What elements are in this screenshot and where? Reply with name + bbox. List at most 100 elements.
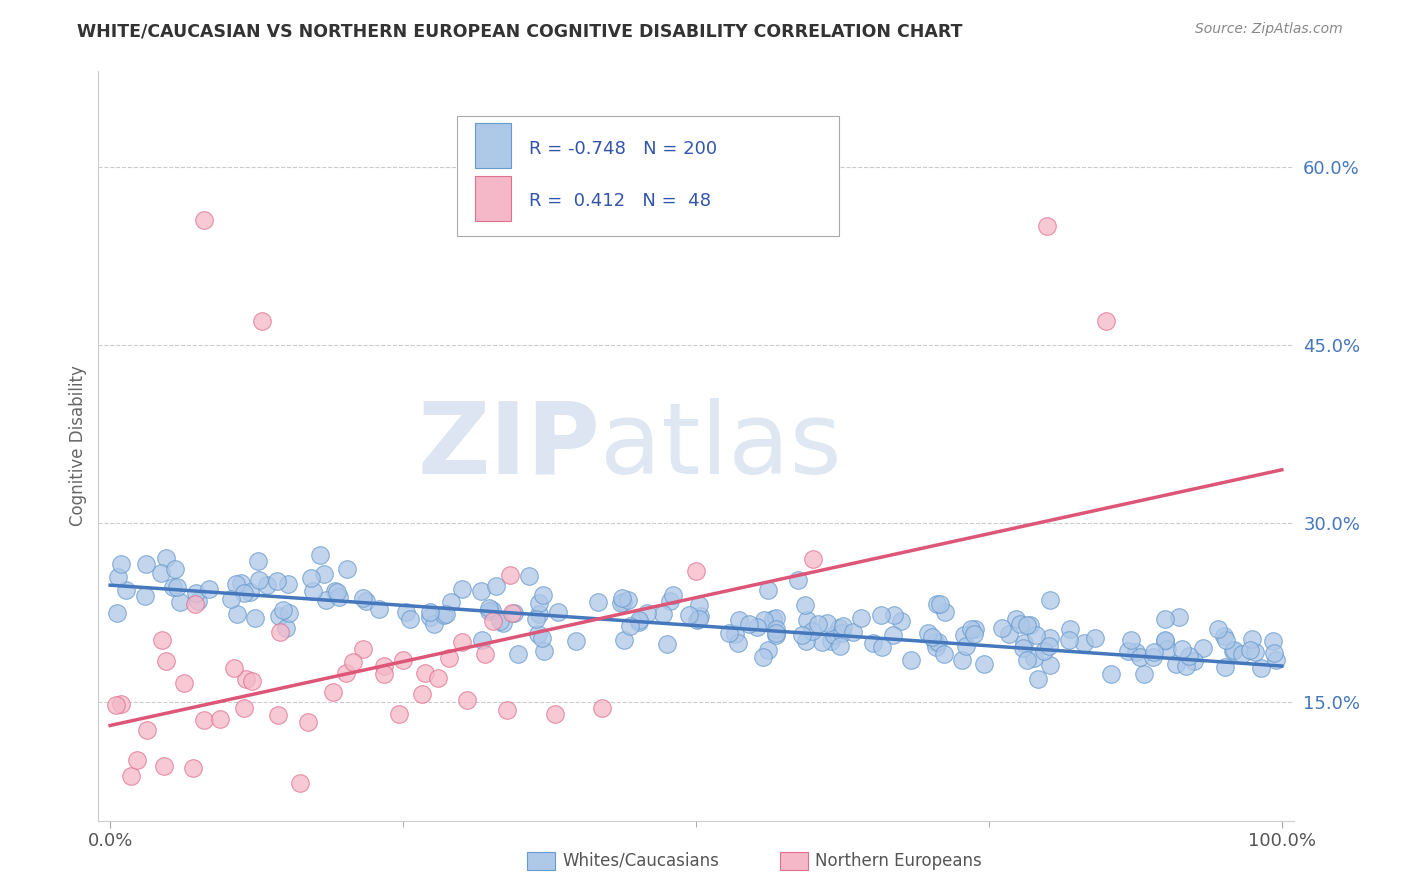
Point — [724, 627, 747, 641]
Point — [506, 647, 529, 661]
Point — [533, 644, 555, 658]
Point — [134, 589, 156, 603]
Point — [728, 613, 751, 627]
Point — [1012, 636, 1035, 650]
Point — [765, 622, 787, 636]
Point — [883, 608, 905, 623]
Point — [810, 634, 832, 648]
Point — [232, 586, 254, 600]
Point — [686, 614, 709, 628]
Point — [169, 594, 191, 608]
Point — [1036, 219, 1059, 233]
Point — [427, 671, 450, 685]
Point — [231, 576, 253, 591]
Point — [890, 614, 912, 628]
Point — [807, 616, 830, 631]
Point — [1264, 653, 1286, 667]
Point — [266, 574, 288, 588]
Point — [685, 564, 707, 578]
Point — [245, 611, 267, 625]
Point — [471, 633, 494, 648]
Point — [591, 700, 613, 714]
Point — [489, 614, 512, 628]
Point — [794, 598, 817, 612]
Point — [524, 612, 547, 626]
Point — [747, 619, 769, 633]
Point — [105, 698, 128, 713]
Point — [823, 628, 845, 642]
Point — [1240, 632, 1263, 646]
Point — [1215, 633, 1237, 648]
Point — [451, 582, 474, 596]
Point — [481, 603, 503, 617]
Point — [796, 613, 818, 627]
Point — [297, 714, 319, 729]
Point — [752, 613, 775, 627]
Point — [610, 591, 633, 605]
Point — [787, 574, 810, 588]
Point — [240, 674, 263, 689]
Point — [352, 642, 374, 657]
Point — [927, 634, 949, 648]
Point — [815, 616, 838, 631]
Point — [1177, 648, 1199, 663]
Point — [225, 577, 247, 591]
Point — [1206, 622, 1229, 636]
Point — [960, 622, 983, 636]
FancyBboxPatch shape — [475, 176, 510, 220]
Point — [299, 571, 322, 585]
Point — [973, 657, 995, 671]
Point — [801, 624, 824, 639]
Point — [820, 633, 842, 648]
Point — [322, 684, 344, 698]
Point — [315, 592, 337, 607]
Point — [689, 609, 711, 624]
Point — [688, 612, 710, 626]
Point — [1213, 629, 1236, 643]
Point — [612, 595, 634, 609]
Point — [531, 588, 554, 602]
Point — [832, 619, 855, 633]
Point — [1244, 645, 1267, 659]
Point — [184, 586, 207, 600]
Point — [636, 607, 658, 621]
Point — [1192, 641, 1215, 656]
Point — [501, 606, 523, 620]
Point — [252, 314, 274, 328]
Point — [765, 628, 787, 642]
Text: R =  0.412   N =  48: R = 0.412 N = 48 — [529, 193, 710, 211]
Point — [1025, 628, 1047, 642]
Point — [588, 595, 610, 609]
Text: Source: ZipAtlas.com: Source: ZipAtlas.com — [1195, 22, 1343, 37]
Point — [519, 569, 541, 583]
Point — [610, 596, 633, 610]
Point — [1142, 649, 1164, 664]
Point — [492, 616, 515, 631]
Point — [224, 661, 246, 675]
Point — [531, 632, 554, 646]
Point — [547, 606, 569, 620]
Point — [1015, 618, 1038, 632]
Point — [1167, 610, 1189, 624]
Point — [1261, 633, 1284, 648]
Point — [1170, 641, 1192, 656]
Point — [312, 567, 335, 582]
Point — [150, 633, 173, 648]
Point — [356, 593, 378, 607]
Point — [934, 647, 956, 661]
Point — [765, 626, 787, 640]
Point — [440, 594, 463, 608]
Point — [751, 649, 773, 664]
Point — [419, 605, 441, 619]
Point — [1153, 612, 1175, 626]
Point — [651, 607, 673, 621]
Point — [544, 706, 567, 721]
Point — [1059, 632, 1081, 647]
Point — [256, 578, 278, 592]
Point — [413, 665, 436, 680]
Point — [193, 713, 215, 727]
Point — [110, 697, 132, 711]
Point — [1263, 646, 1285, 660]
Point — [927, 597, 949, 611]
Point — [952, 628, 974, 642]
